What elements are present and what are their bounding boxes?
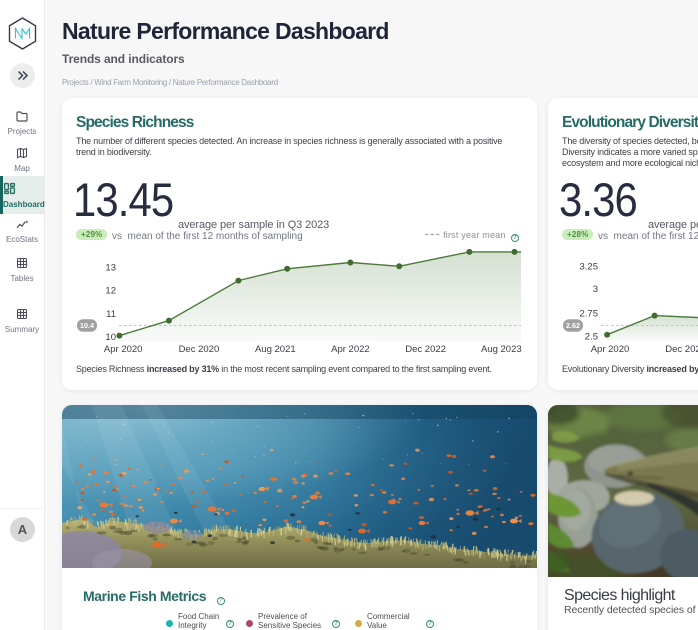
svg-text:Apr 2020: Apr 2020: [104, 344, 143, 355]
svg-text:12: 12: [105, 286, 116, 297]
svg-text:Dec 2022: Dec 2022: [405, 344, 446, 355]
svg-text:Dec 2020: Dec 2020: [665, 344, 698, 355]
svg-text:13: 13: [105, 263, 116, 274]
svg-text:3: 3: [593, 284, 598, 295]
svg-text:3.25: 3.25: [580, 262, 599, 273]
svg-text:11: 11: [106, 309, 116, 320]
svg-text:2.62: 2.62: [566, 321, 580, 330]
svg-text:10: 10: [105, 332, 116, 343]
svg-text:Apr 2020: Apr 2020: [591, 344, 630, 355]
svg-text:2.5: 2.5: [585, 332, 598, 343]
svg-text:Apr 2022: Apr 2022: [331, 344, 370, 355]
svg-text:Aug 2021: Aug 2021: [255, 344, 296, 355]
svg-text:Dec 2020: Dec 2020: [179, 344, 220, 355]
svg-text:Aug 2023: Aug 2023: [481, 344, 522, 355]
svg-text:10.4: 10.4: [80, 321, 94, 330]
svg-text:2.75: 2.75: [580, 309, 599, 320]
